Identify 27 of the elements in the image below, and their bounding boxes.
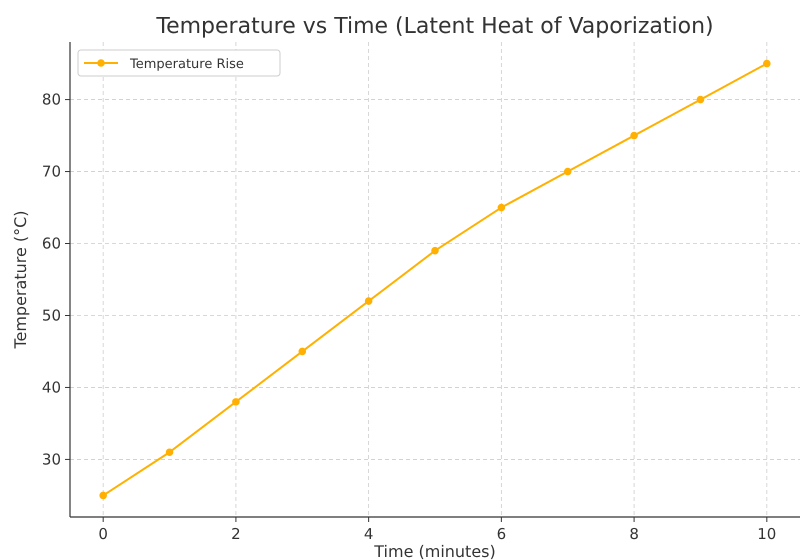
point (99, 492, 107, 500)
point (696, 96, 704, 104)
point (630, 132, 638, 140)
x-axis-title: Time (minutes) (373, 542, 496, 560)
chart-title: Temperature vs Time (Latent Heat of Vaporization) (155, 14, 714, 39)
x-tick-label: 0 (98, 525, 108, 543)
x-tick-label: 2 (231, 525, 241, 543)
x-tick-label: 10 (757, 525, 776, 543)
legend-label: Temperature Rise (129, 57, 244, 72)
y-tick-label: 50 (42, 306, 61, 324)
y-tick-label: 30 (42, 450, 61, 468)
point (364, 297, 372, 305)
y-tick-label: 80 (42, 90, 61, 109)
y-tick-label: 40 (42, 378, 61, 396)
point (232, 398, 240, 406)
point (298, 348, 306, 356)
y-tick-label: 70 (42, 162, 61, 181)
point (498, 204, 506, 212)
point (564, 168, 572, 176)
y-tick-label: 60 (42, 234, 61, 253)
point (166, 448, 174, 456)
point (763, 60, 771, 68)
x-tick-label: 4 (364, 525, 374, 543)
y-axis-title: Temperature (°C) (11, 210, 30, 350)
point (431, 246, 439, 254)
x-tick-label: 8 (629, 525, 639, 543)
x-tick-label: 6 (496, 525, 506, 543)
